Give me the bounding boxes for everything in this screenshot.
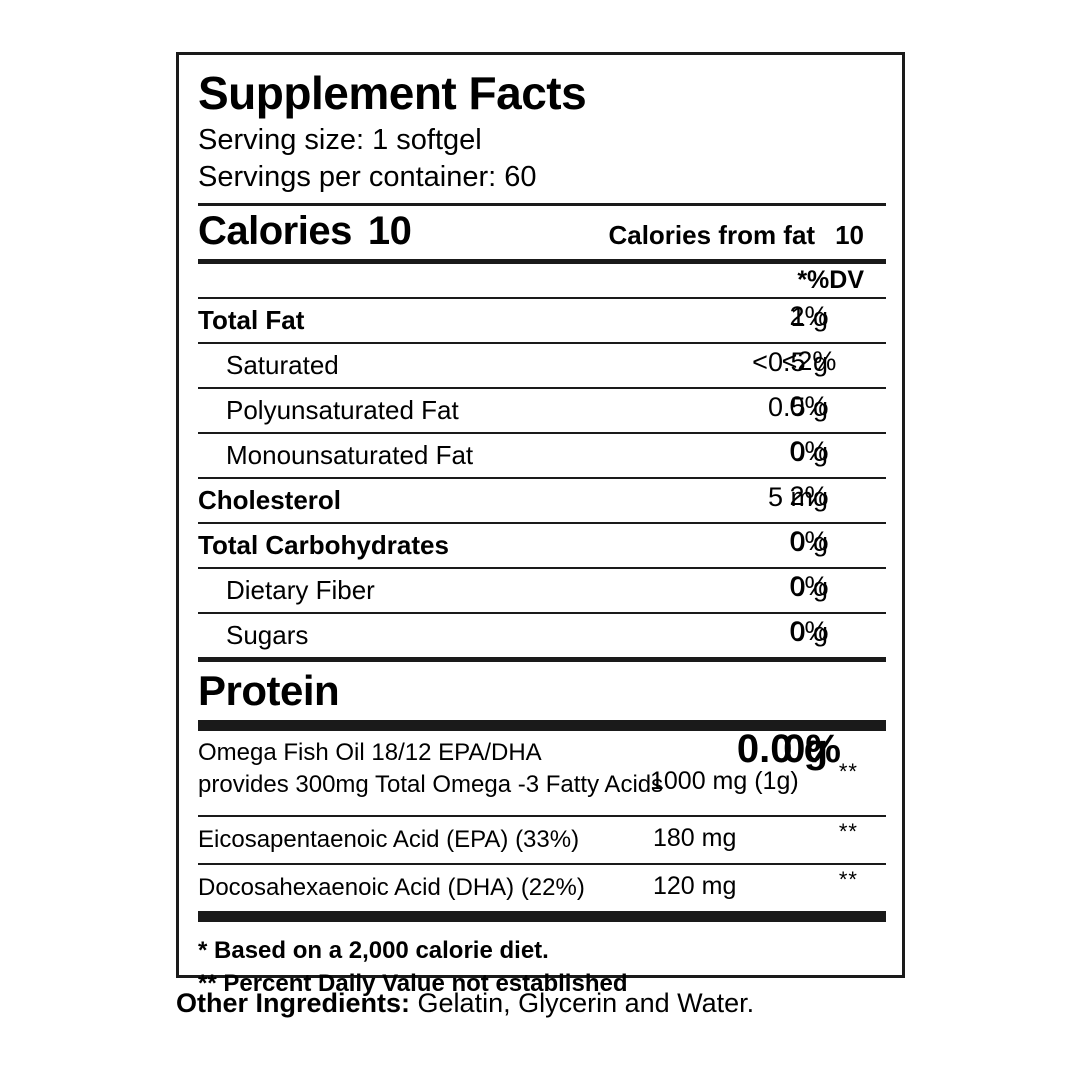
table-row: Omega Fish Oil 18/12 EPA/DHA provides 300… bbox=[198, 731, 886, 815]
other-ingredients: Other Ingredients: Gelatin, Glycerin and… bbox=[176, 988, 754, 1019]
omega-row-divider bbox=[198, 814, 886, 817]
other-ingredients-value: Gelatin, Glycerin and Water. bbox=[410, 988, 755, 1018]
table-row: Polyunsaturated Fat 0.5 g 0% bbox=[198, 389, 886, 432]
table-row: Cholesterol 5 mg 2% bbox=[198, 479, 886, 522]
nutrient-amount: 0.5 g bbox=[767, 391, 828, 422]
nutrient-name: Polyunsaturated Fat bbox=[226, 394, 459, 425]
omega-daily-value: ** bbox=[838, 818, 858, 844]
protein-amount: 0.0 g bbox=[736, 726, 828, 771]
protein-label: Protein bbox=[198, 666, 340, 714]
nutrient-name: Dietary Fiber bbox=[226, 574, 375, 605]
omega-ingredient-subtext: provides 300mg Total Omega -3 Fatty Acid… bbox=[198, 770, 664, 798]
nutrient-daily-value: 0% bbox=[789, 615, 829, 646]
calories-from-fat-label: Calories from fat bbox=[608, 219, 816, 250]
omega-row-divider bbox=[198, 862, 886, 865]
omega-daily-value: ** bbox=[838, 866, 858, 892]
table-row: Total Fat 1 g 2% bbox=[198, 299, 886, 342]
nutrient-row-divider bbox=[198, 296, 886, 299]
nutrient-daily-value: 2% bbox=[789, 480, 829, 511]
omega-ingredient-name: Docosahexaenoic Acid (DHA) (22%) bbox=[198, 873, 585, 901]
nutrient-daily-value: 0% bbox=[789, 435, 829, 466]
omega-amount: 180 mg bbox=[653, 823, 737, 852]
table-row: Dietary Fiber 0 g 0% bbox=[198, 569, 886, 612]
nutrient-daily-value: 0% bbox=[789, 525, 829, 556]
nutrient-amount: 1 g bbox=[790, 301, 828, 332]
nutrient-name: Saturated bbox=[226, 349, 339, 380]
nutrient-row-divider bbox=[198, 341, 886, 344]
nutrient-row-divider bbox=[198, 611, 886, 614]
table-row-protein: Protein 0.0 g 0% bbox=[198, 662, 886, 771]
omega-amount: 1000 mg (1g) bbox=[650, 766, 799, 795]
nutrient-amount: 0 g bbox=[790, 436, 828, 467]
panel-inner: Supplement Facts Serving size: 1 softgel… bbox=[198, 55, 886, 1000]
calories-from-fat: Calories from fat 10 bbox=[608, 220, 886, 251]
table-row: Saturated <0.5 g <2% bbox=[198, 344, 886, 387]
nutrient-amount: 0 g bbox=[790, 616, 828, 647]
nutrient-name: Sugars bbox=[226, 619, 309, 650]
nutrient-table: Total Fat 1 g 2% Saturated <0.5 g <2% Polyunsa… bbox=[198, 296, 886, 657]
nutrient-daily-value: 0% bbox=[789, 390, 829, 421]
calories-label: Calories bbox=[198, 208, 352, 253]
calories-from-fat-value: 10 bbox=[835, 219, 864, 250]
footnotes: * Based on a 2,000 calorie diet. ** Perce… bbox=[198, 922, 886, 1000]
serving-size-text: Serving size: 1 softgel bbox=[198, 123, 482, 156]
rule-below-protein bbox=[198, 719, 886, 731]
serving-info: Serving size: 1 softgel Servings per con… bbox=[198, 122, 886, 196]
nutrient-row-divider bbox=[198, 566, 886, 569]
servings-per-container-text: Servings per container: 60 bbox=[198, 160, 537, 193]
rule-below-calories bbox=[198, 258, 886, 264]
rule-above-calories bbox=[198, 202, 886, 206]
nutrient-daily-value: 2% bbox=[789, 300, 829, 331]
table-row: Docosahexaenoic Acid (DHA) (22%) 120 mg ** bbox=[198, 865, 886, 911]
omega-ingredient-name: Omega Fish Oil 18/12 EPA/DHA bbox=[198, 738, 542, 766]
nutrient-row-divider bbox=[198, 476, 886, 479]
nutrient-name: Total Carbohydrates bbox=[198, 529, 449, 560]
table-row: Monounsaturated Fat 0 g 0% bbox=[198, 434, 886, 477]
calories-row: Calories 10 Calories from fat 10 bbox=[198, 206, 886, 259]
nutrient-amount: 0 g bbox=[790, 571, 828, 602]
table-row: Total Carbohydrates 0 g 0% bbox=[198, 524, 886, 567]
rule-below-omega bbox=[198, 910, 886, 922]
nutrient-name: Cholesterol bbox=[198, 484, 342, 515]
nutrient-amount: <0.5 g bbox=[752, 346, 828, 377]
calories-value: 10 bbox=[367, 208, 412, 253]
nutrient-row-divider bbox=[198, 521, 886, 524]
nutrient-amount: 5 mg bbox=[767, 481, 828, 512]
omega-amount: 120 mg bbox=[653, 871, 737, 900]
rule-above-protein bbox=[198, 656, 886, 662]
omega-table: Omega Fish Oil 18/12 EPA/DHA provides 300… bbox=[198, 731, 886, 911]
omega-ingredient-name: Eicosapentaenoic Acid (EPA) (33%) bbox=[198, 825, 580, 853]
nutrient-daily-value: <2% bbox=[781, 345, 837, 376]
nutrient-row-divider bbox=[198, 386, 886, 389]
nutrient-daily-value: 0% bbox=[789, 570, 829, 601]
nutrient-amount: 0 g bbox=[790, 526, 828, 557]
calories-main: Calories 10 bbox=[198, 208, 412, 254]
omega-daily-value: ** bbox=[838, 758, 858, 784]
nutrient-name: Total Fat bbox=[198, 304, 305, 335]
footnote: * Based on a 2,000 calorie diet. bbox=[198, 936, 549, 964]
page-title: Supplement Facts bbox=[198, 67, 587, 119]
footnote: ** Percent Daily Value not established bbox=[198, 970, 628, 998]
protein-daily-value: 0% bbox=[783, 726, 841, 771]
table-row: Eicosapentaenoic Acid (EPA) (33%) 180 mg *… bbox=[198, 817, 886, 863]
nutrient-row-divider bbox=[198, 431, 886, 434]
daily-value-header: *%DV bbox=[797, 265, 864, 294]
supplement-facts-panel: Supplement Facts Serving size: 1 softgel… bbox=[176, 52, 905, 997]
nutrient-name: Monounsaturated Fat bbox=[226, 439, 474, 470]
table-row: Sugars 0 g 0% bbox=[198, 614, 886, 657]
other-ingredients-label: Other Ingredients: bbox=[176, 988, 411, 1018]
